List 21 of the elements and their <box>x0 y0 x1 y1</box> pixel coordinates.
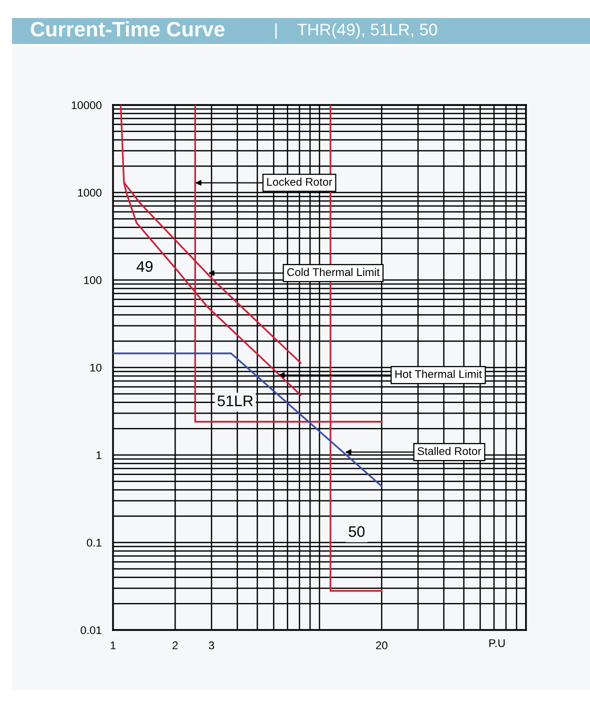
chart-subtitle: THR(49), 51LR, 50 <box>297 23 438 39</box>
x-tick-label: 2 <box>172 641 178 650</box>
y-tick-label: 10 <box>90 364 102 372</box>
annotation: Stalled Rotor <box>418 446 482 456</box>
annotation: 50 <box>348 526 365 537</box>
annotation: Hot Thermal Limit <box>395 370 482 378</box>
x-tick-label: 3 <box>208 641 214 650</box>
annotation: Locked Rotor <box>267 178 332 186</box>
x-axis-title: P.U <box>489 639 505 648</box>
chart-title: Current-Time Curve <box>30 21 225 37</box>
annotation: 51LR <box>218 396 253 406</box>
x-tick-label: 20 <box>376 641 388 650</box>
annotation: Cold Thermal Limit <box>287 268 380 276</box>
y-tick-label: 1000 <box>78 188 102 197</box>
y-tick-label: 10000 <box>72 101 102 110</box>
y-tick-label: 0.1 <box>86 538 102 547</box>
annotation: 49 <box>136 261 153 272</box>
y-tick-label: 100 <box>84 276 102 284</box>
x-tick-label: 1 <box>110 642 116 650</box>
y-tick-label: 1 <box>96 451 102 460</box>
y-tick-label: 0.01 <box>80 626 102 634</box>
